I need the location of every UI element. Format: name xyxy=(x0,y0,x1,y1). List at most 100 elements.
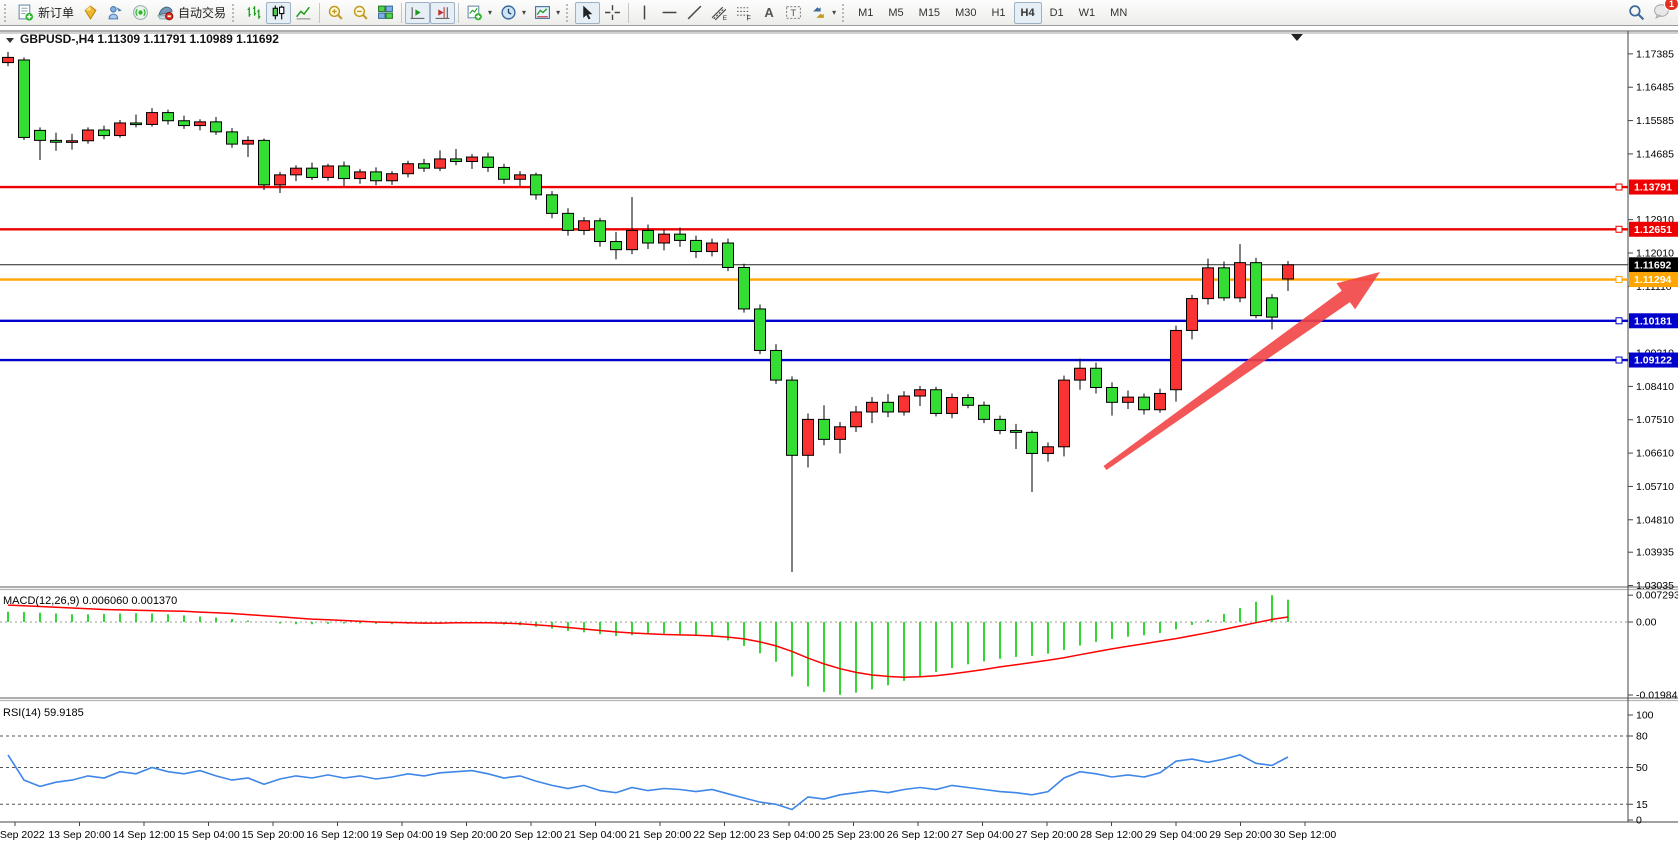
candlestick-chart-button[interactable] xyxy=(266,1,292,24)
channel-tool-button[interactable]: E xyxy=(707,2,732,24)
autotrading-icon xyxy=(157,6,174,21)
cursor-tool-button[interactable] xyxy=(575,1,601,24)
text-tool-button[interactable]: A xyxy=(757,2,781,24)
candle-bullish xyxy=(626,229,638,251)
crosshair-tool-button[interactable] xyxy=(600,2,625,24)
trendline-icon xyxy=(687,5,702,20)
price-line-label: 1.11294 xyxy=(1634,274,1672,286)
candle-bearish xyxy=(754,308,766,351)
arrows-tool-button[interactable]: ▾ xyxy=(806,2,840,24)
clock-icon xyxy=(501,5,516,20)
candle-bullish xyxy=(1202,267,1214,300)
price-tick-label: 1.15585 xyxy=(1636,115,1674,127)
signals-button[interactable] xyxy=(128,2,153,24)
candle-bullish xyxy=(114,122,126,137)
time-tick-label: 13 Sep 20:00 xyxy=(48,829,111,841)
auto-scroll-button[interactable] xyxy=(405,1,431,24)
candle-bearish xyxy=(530,174,542,196)
toolbar-grip[interactable] xyxy=(232,3,238,22)
line-chart-icon xyxy=(296,6,311,20)
templates-button[interactable]: ▾ xyxy=(530,2,564,24)
periods-button[interactable]: ▾ xyxy=(496,2,530,24)
horizontal-lines[interactable] xyxy=(0,183,1628,364)
candle-bullish xyxy=(1042,446,1054,454)
market-watch-button[interactable] xyxy=(78,2,103,24)
candle-bearish xyxy=(130,122,142,126)
line-chart-button[interactable] xyxy=(291,2,316,24)
new-chart-button[interactable]: ▾ xyxy=(462,2,496,24)
timeframe-M30[interactable]: M30 xyxy=(955,6,977,19)
horizontal-line-tool-button[interactable] xyxy=(657,2,682,24)
trendline-tool-button[interactable] xyxy=(682,2,707,24)
candle-bullish xyxy=(914,389,926,397)
chart-shift-button[interactable] xyxy=(430,1,456,24)
line-anchor-handle xyxy=(1615,183,1623,191)
candle-bullish xyxy=(834,426,846,440)
candle-bullish xyxy=(1122,396,1134,403)
timeframe-H4[interactable]: H4 xyxy=(1013,1,1042,24)
candle-bullish xyxy=(386,173,398,182)
toolbar-separator xyxy=(401,2,403,23)
candle-bullish xyxy=(658,233,670,244)
main-toolbar: 新订单 xyxy=(0,0,1678,26)
time-tick-label: 29 Sep 04:00 xyxy=(1145,829,1208,841)
notifications-button[interactable]: 1 xyxy=(1653,0,1678,24)
candle-bearish xyxy=(306,167,318,178)
price-tick-label: 1.07510 xyxy=(1636,414,1674,426)
candle-bullish xyxy=(1074,367,1086,381)
search-icon[interactable] xyxy=(1628,4,1645,21)
candle-bullish xyxy=(2,56,14,64)
chart-shift-marker xyxy=(1291,34,1303,41)
price-axis[interactable]: 1.173851.164851.155851.146851.129101.120… xyxy=(1628,48,1678,592)
cursor-icon xyxy=(583,5,593,20)
zoom-out-button[interactable] xyxy=(348,2,373,24)
candle-bearish xyxy=(738,266,750,310)
zoom-in-button[interactable] xyxy=(323,2,348,24)
candle-bearish xyxy=(994,418,1006,431)
timeframe-M5[interactable]: M5 xyxy=(888,6,904,19)
vertical-line-tool-button[interactable] xyxy=(632,2,657,24)
price-line-label-box xyxy=(1629,352,1678,368)
candle-bullish xyxy=(274,174,286,186)
chart-area[interactable]: 1.173851.164851.155851.146851.129101.120… xyxy=(0,26,1678,848)
symbol-collapse-icon xyxy=(6,38,14,43)
fibonacci-tool-button[interactable]: F xyxy=(732,2,757,24)
candle-bearish xyxy=(1218,267,1230,299)
time-tick-label: 21 Sep 04:00 xyxy=(564,829,627,841)
new-order-button[interactable]: 新订单 xyxy=(13,2,78,24)
new-chart-icon xyxy=(467,5,482,21)
timeframe-MN[interactable]: MN xyxy=(1110,6,1128,19)
zoom-out-icon xyxy=(353,5,368,20)
candles xyxy=(2,51,1294,573)
timeframe-W1[interactable]: W1 xyxy=(1078,6,1096,19)
candle-bearish xyxy=(226,131,238,145)
zoom-in-icon xyxy=(328,5,343,20)
bar-chart-button[interactable] xyxy=(241,2,266,24)
candle-bullish xyxy=(706,242,718,253)
candle-bearish xyxy=(50,139,62,143)
timeframe-H1[interactable]: H1 xyxy=(991,6,1006,19)
candle-bearish xyxy=(1026,431,1038,454)
trend-arrow-annotation[interactable] xyxy=(1103,272,1381,470)
strategy-tester-button[interactable] xyxy=(103,2,128,24)
toolbar-grip[interactable] xyxy=(566,3,572,22)
tile-windows-button[interactable] xyxy=(373,2,398,24)
timeframe-M1[interactable]: M1 xyxy=(858,6,874,19)
price-tick-label: 1.04810 xyxy=(1636,514,1674,526)
timeframe-M15[interactable]: M15 xyxy=(918,6,941,19)
candle-bullish xyxy=(322,165,334,178)
price-tick-label: 1.03935 xyxy=(1636,547,1674,559)
bar-chart-icon xyxy=(247,6,261,19)
toolbar-grip[interactable] xyxy=(842,3,848,22)
text-label-tool-button[interactable]: T xyxy=(781,2,806,24)
autotrading-button[interactable]: 自动交易 xyxy=(153,2,230,24)
candle-bearish xyxy=(1250,262,1262,317)
candle-bearish xyxy=(18,59,30,138)
price-tick-label: 1.06610 xyxy=(1636,448,1674,460)
timeframe-D1[interactable]: D1 xyxy=(1049,6,1064,19)
toolbar-separator xyxy=(319,2,321,23)
candle-bearish xyxy=(498,166,510,180)
equidistant-channel-icon: E xyxy=(711,6,727,21)
toolbar-grip[interactable] xyxy=(4,3,10,22)
